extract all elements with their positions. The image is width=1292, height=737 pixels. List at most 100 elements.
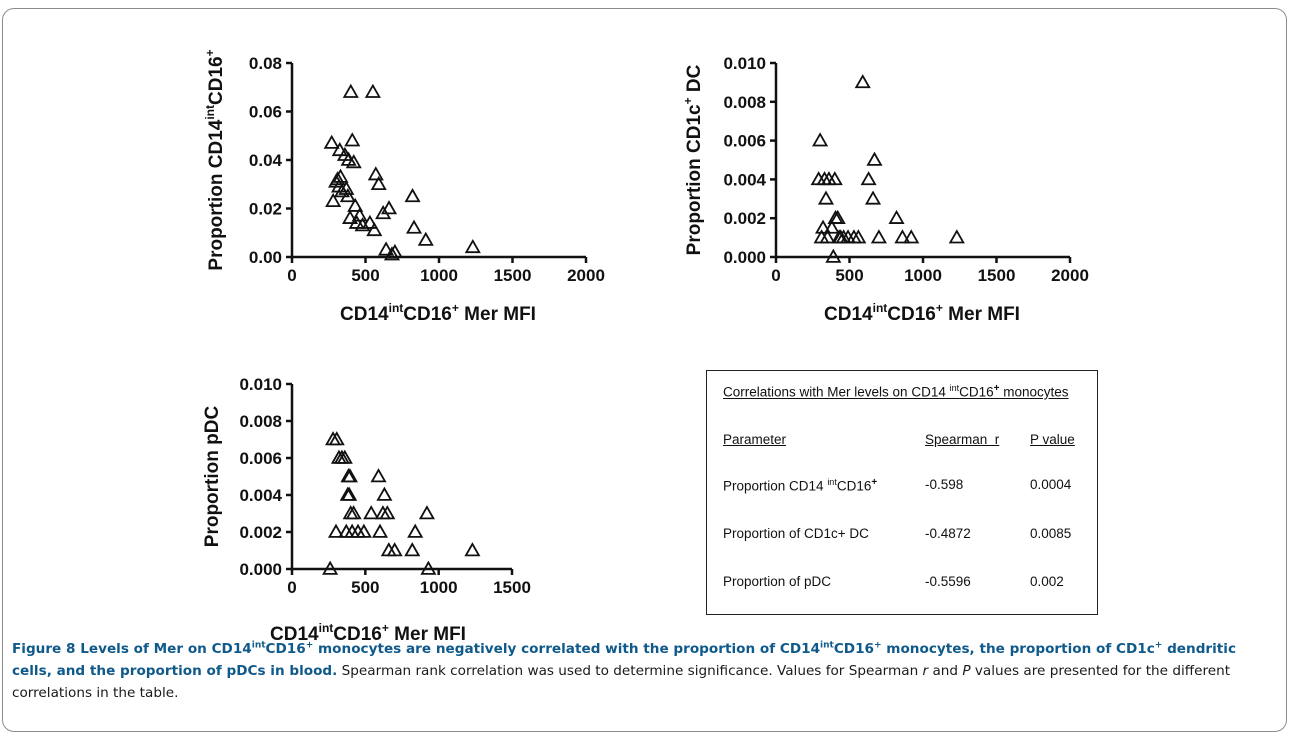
data-point — [404, 542, 421, 557]
data-point — [817, 190, 835, 205]
y-tick-label: 0.006 — [239, 449, 282, 468]
data-point — [380, 200, 398, 215]
x-tick-label: 1500 — [493, 578, 531, 597]
x-tick-label: 500 — [351, 578, 379, 597]
figure-frame — [2, 8, 1287, 732]
row-2-r: -0.4872 — [925, 526, 971, 541]
x-tick-label: 0 — [771, 266, 780, 285]
caption-bold-6: CD16 — [833, 641, 875, 657]
y-tick-label: 0.000 — [239, 560, 282, 579]
data-point — [948, 229, 965, 244]
data-point — [417, 231, 434, 246]
data-point — [464, 238, 481, 254]
y-tick-label: 0.00 — [249, 248, 282, 267]
data-point — [323, 134, 340, 149]
x-tick-label: 0 — [287, 578, 296, 597]
y-tick-label: 0.004 — [239, 486, 282, 505]
x-tick-label: 1500 — [978, 266, 1016, 285]
caption-bold-4: monocytes are negatively correlated with… — [313, 641, 821, 657]
x-tick-label: 500 — [835, 266, 863, 285]
caption-normal-4: values are presented for the different c… — [12, 663, 1231, 701]
data-point — [826, 171, 843, 186]
data-point — [342, 209, 359, 224]
y-axis-label: Proportion pDC — [202, 406, 223, 548]
y-tick-label: 0.006 — [723, 132, 766, 151]
row-3-parameter: Proportion of pDC — [723, 574, 832, 589]
y-tick-label: 0.002 — [239, 523, 282, 542]
scatter-plot-1: 0.00 0.02 0.04 0.06 0.08 0 500 1000 1500 2000 CD14… — [203, 49, 605, 325]
caption-bold-7: + — [874, 640, 882, 651]
data-point — [328, 431, 345, 446]
data-point — [850, 229, 867, 244]
data-point — [407, 523, 424, 538]
data-point — [854, 74, 871, 89]
data-point — [351, 207, 368, 222]
data-point — [332, 168, 349, 183]
y-tick-label: 0.06 — [249, 103, 282, 122]
data-point — [370, 468, 387, 483]
x-axis-label: CD14intCD16+ Mer MFI — [340, 301, 536, 325]
data-point — [812, 132, 829, 147]
data-point — [404, 188, 421, 203]
y-tick-label: 0.000 — [723, 248, 766, 267]
data-point — [322, 560, 339, 575]
data-point — [333, 183, 351, 198]
caption-normal-3: P — [962, 663, 971, 679]
y-tick-label: 0.008 — [239, 412, 282, 431]
data-point — [376, 486, 393, 501]
y-tick-label: 0.04 — [249, 151, 283, 170]
caption-normal-0: Spearman rank correlation was used to de… — [337, 663, 923, 679]
data-point — [823, 219, 840, 234]
data-point — [344, 132, 361, 147]
data-point — [371, 523, 389, 538]
data-point — [331, 141, 348, 157]
caption-bold-0: Levels of Mer on CD14 — [75, 641, 252, 657]
caption-bold-2: CD16 — [265, 641, 306, 657]
scatter-plot-2: 0.000 0.002 0.004 0.006 0.008 0.010 0 500 1000 15… — [681, 54, 1089, 325]
data-point — [860, 171, 877, 186]
data-point — [379, 505, 396, 520]
data-point — [894, 229, 911, 244]
data-point — [825, 248, 842, 263]
caption-bold-10: dendritic cells, and the proportion of p… — [12, 641, 1237, 679]
x-tick-label: 1500 — [494, 266, 532, 285]
row-1-p: 0.0004 — [1030, 477, 1072, 492]
header-p-value: P value — [1030, 432, 1075, 447]
data-point — [342, 83, 359, 98]
x-tick-label: 500 — [351, 266, 379, 285]
data-point — [339, 188, 356, 203]
x-tick-label: 2000 — [1051, 266, 1089, 285]
data-point — [870, 229, 887, 244]
data-point — [363, 505, 380, 520]
data-point — [378, 241, 395, 256]
figure-label: Figure 8 — [12, 641, 76, 657]
data-point — [336, 449, 353, 464]
x-tick-label: 2000 — [567, 266, 605, 285]
data-point — [866, 151, 883, 166]
data-point — [383, 246, 401, 261]
y-tick-label: 0.010 — [723, 54, 766, 73]
data-point — [345, 505, 362, 520]
y-tick-label: 0.010 — [239, 375, 282, 394]
row-2-parameter: Proportion of CD1c+ DC — [723, 526, 869, 541]
y-tick-label: 0.02 — [249, 200, 282, 219]
data-point — [345, 154, 362, 169]
caption-bold-3: + — [305, 640, 314, 651]
data-point — [420, 560, 437, 575]
row-3-p: 0.002 — [1030, 574, 1064, 589]
y-axis-label: Proportion CD14intCD16+ — [203, 49, 227, 270]
data-point — [386, 542, 403, 557]
y-tick-label: 0.08 — [249, 54, 282, 73]
x-tick-label: 1000 — [420, 266, 458, 285]
row-1-parameter: Proportion CD14 intCD16+ — [723, 477, 878, 494]
y-tick-label: 0.004 — [723, 170, 766, 189]
caption-bold-8: monocytes, the proportion of CD1c — [881, 641, 1155, 657]
caption-normal-1: r — [922, 663, 929, 679]
row-3-r: -0.5596 — [925, 574, 971, 589]
data-point — [464, 542, 481, 557]
data-point — [367, 166, 384, 181]
data-point — [327, 523, 345, 538]
x-axis-label: CD14intCD16+ Mer MFI — [270, 621, 466, 645]
correlation-table: Correlations with Mer levels on CD14 int… — [706, 370, 1098, 615]
